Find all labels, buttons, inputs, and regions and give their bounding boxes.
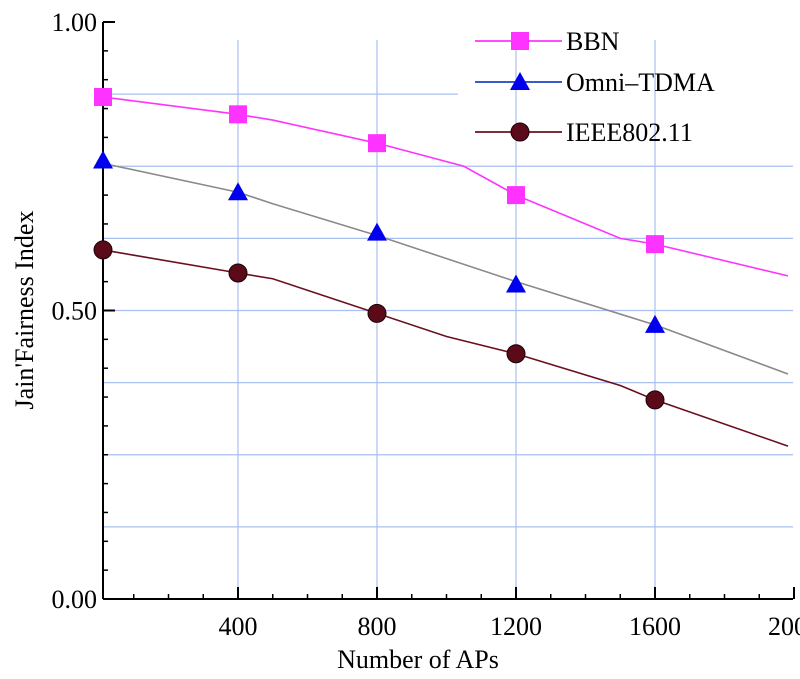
legend-label: Omni–TDMA bbox=[566, 68, 715, 97]
data-point-triangle bbox=[228, 182, 248, 201]
data-point-circle bbox=[506, 344, 526, 364]
data-point-circle bbox=[367, 303, 387, 323]
series-markers bbox=[93, 88, 665, 410]
data-point-triangle bbox=[93, 150, 113, 169]
data-point-circle bbox=[228, 263, 248, 283]
y-tick-label: 0.00 bbox=[52, 585, 98, 614]
series-line-bbn bbox=[102, 96, 789, 277]
legend-marker-circle bbox=[510, 122, 530, 142]
legend-marker-triangle bbox=[510, 72, 530, 90]
legend: BBN Omni–TDMA IEEE802.11 bbox=[475, 27, 715, 147]
legend-label: IEEE802.11 bbox=[566, 118, 693, 147]
legend-marker-square bbox=[511, 32, 529, 50]
x-tick-label: 1600 bbox=[629, 612, 681, 641]
y-tick-label: 1.00 bbox=[52, 8, 98, 37]
tick-labels: 400 800 1200 1600 2000 0.00 0.50 1.00 bbox=[52, 8, 800, 641]
axes bbox=[102, 21, 795, 600]
y-axis-title: Jain'Fairness Index bbox=[10, 211, 39, 410]
data-point-square bbox=[94, 88, 112, 107]
data-point-triangle bbox=[645, 314, 665, 333]
series-lines bbox=[102, 96, 789, 447]
legend-label: BBN bbox=[566, 27, 620, 56]
data-point-square bbox=[229, 105, 247, 124]
series-line-omni-tdma bbox=[102, 162, 789, 375]
x-tick-label: 400 bbox=[219, 612, 258, 641]
x-tick-label: 800 bbox=[358, 612, 397, 641]
data-point-square bbox=[368, 134, 386, 153]
x-tick-label: 1200 bbox=[490, 612, 542, 641]
data-point-square bbox=[507, 186, 525, 205]
data-point-circle bbox=[645, 390, 665, 410]
data-point-triangle bbox=[506, 274, 526, 293]
series-line-ieee802-11 bbox=[102, 249, 789, 447]
y-tick-label: 0.50 bbox=[52, 297, 98, 326]
data-point-square bbox=[646, 235, 664, 254]
data-point-triangle bbox=[367, 222, 387, 241]
x-tick-label: 2000 bbox=[768, 612, 800, 641]
x-axis-title: Number of APs bbox=[337, 645, 499, 674]
data-point-circle bbox=[93, 240, 113, 260]
